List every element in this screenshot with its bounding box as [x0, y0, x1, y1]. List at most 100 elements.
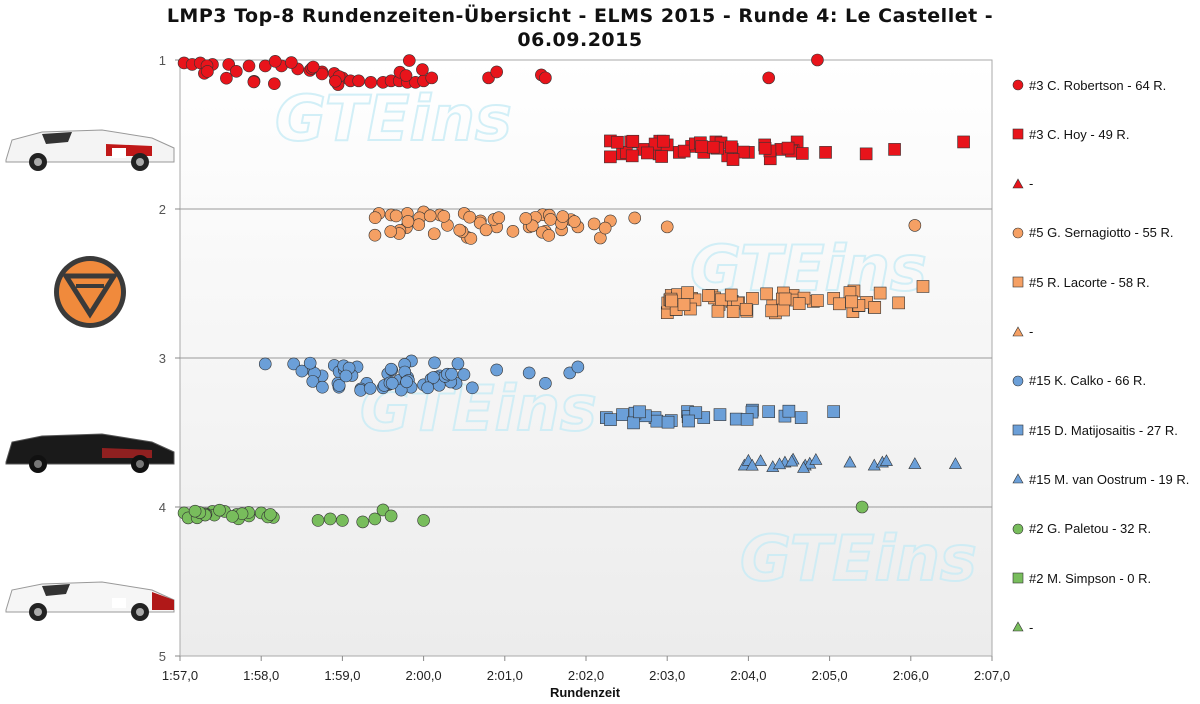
data-point — [726, 153, 740, 166]
legend-label: #5 G. Sernagiotto - 55 R. — [1029, 225, 1174, 241]
data-point — [792, 297, 806, 310]
data-point — [724, 288, 738, 302]
data-point — [258, 357, 272, 371]
data-point — [544, 213, 557, 226]
data-point — [403, 54, 416, 67]
data-point — [315, 67, 329, 81]
data-point — [948, 457, 962, 469]
legend-label: #2 M. Simpson - 0 R. — [1029, 570, 1152, 586]
data-point — [389, 209, 403, 223]
x-axis-label: Rundenzeit — [550, 685, 621, 700]
data-point — [295, 364, 309, 378]
series-3 — [368, 205, 922, 245]
y-tick-label: 4 — [159, 500, 166, 515]
legend-marker-icon — [1012, 523, 1024, 534]
data-point — [451, 357, 465, 370]
legend-marker-icon — [1012, 177, 1024, 188]
data-point — [303, 356, 317, 370]
watermark-text: GTEins — [740, 522, 977, 595]
legend-label: #15 M. van Oostrum - 19 R. — [1029, 471, 1190, 487]
legend-item: #5 R. Lacorte - 58 R. — [1010, 272, 1150, 292]
data-point — [311, 514, 325, 527]
data-point — [785, 454, 799, 467]
data-point — [796, 147, 809, 160]
data-point — [745, 458, 759, 471]
data-point — [641, 146, 654, 160]
data-point — [329, 74, 342, 88]
data-point — [819, 146, 832, 159]
data-point — [332, 379, 346, 392]
x-tick-label: 1:58,0 — [243, 668, 279, 683]
data-point — [242, 59, 256, 73]
legend-item: #15 D. Matijosaitis - 27 R. — [1010, 420, 1178, 440]
data-point — [746, 292, 759, 305]
data-point — [665, 294, 678, 308]
legend-marker-icon — [1012, 424, 1024, 436]
team-logo-image — [52, 254, 128, 335]
x-tick-label: 2:04,0 — [730, 668, 766, 683]
data-point — [873, 286, 887, 300]
series-7 — [599, 403, 840, 430]
data-point — [765, 304, 778, 318]
data-point — [556, 210, 570, 223]
legend-item: #15 M. van Oostrum - 19 R. — [1010, 469, 1189, 489]
data-point — [201, 65, 214, 78]
series-9 — [177, 500, 869, 529]
car-black-image — [2, 428, 178, 479]
data-point — [339, 369, 353, 383]
legend-item: - — [1010, 174, 1033, 194]
data-point — [453, 223, 467, 237]
data-point — [833, 297, 846, 311]
series-8 — [737, 452, 962, 473]
legend-marker-icon — [1012, 128, 1024, 140]
legend-marker-icon — [1012, 473, 1024, 484]
data-point — [616, 408, 629, 421]
data-point — [385, 376, 399, 390]
data-point — [655, 150, 668, 163]
legend-item: - — [1010, 322, 1033, 342]
data-point — [604, 413, 617, 426]
x-tick-label: 2:05,0 — [812, 668, 848, 683]
data-point — [542, 229, 556, 242]
data-point — [725, 140, 738, 154]
data-point — [522, 366, 536, 380]
data-point — [323, 512, 337, 526]
data-point — [213, 503, 226, 517]
data-point — [681, 286, 694, 299]
data-point — [892, 296, 905, 310]
data-point — [598, 221, 612, 235]
data-point — [726, 305, 740, 318]
legend-label: - — [1029, 619, 1034, 635]
data-point — [268, 55, 282, 68]
data-point — [626, 134, 640, 148]
data-point — [401, 215, 415, 228]
data-point — [230, 65, 243, 78]
data-point — [809, 453, 823, 465]
data-point — [677, 298, 691, 312]
data-point — [285, 56, 298, 69]
data-point — [908, 219, 922, 232]
legend-item: - — [1010, 617, 1033, 637]
data-point — [492, 211, 506, 224]
data-point — [226, 510, 239, 523]
series-1 — [604, 134, 970, 166]
legend-label: #15 K. Calko - 66 R. — [1029, 373, 1147, 389]
data-point — [868, 301, 882, 314]
data-point — [363, 382, 377, 395]
data-point — [519, 212, 533, 225]
data-point — [794, 411, 808, 424]
data-point — [539, 377, 552, 390]
data-point — [412, 218, 426, 231]
data-point — [463, 210, 477, 224]
data-point — [773, 457, 787, 470]
data-point — [859, 147, 873, 161]
data-point — [758, 141, 772, 155]
data-point — [352, 74, 365, 88]
data-point — [437, 209, 451, 223]
data-point — [908, 457, 922, 469]
data-point — [855, 500, 869, 514]
data-point — [427, 227, 441, 241]
data-point — [428, 356, 441, 370]
data-point — [356, 515, 370, 529]
series-6 — [258, 354, 585, 397]
